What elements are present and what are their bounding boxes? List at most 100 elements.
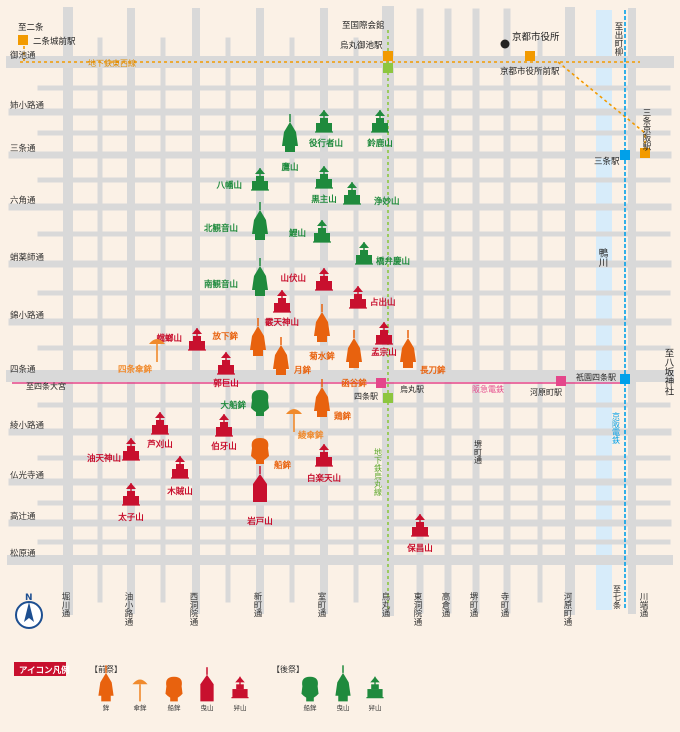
float-16[interactable]: 孟宗山 [371,322,397,358]
float-0[interactable]: 役行者山 [308,110,343,149]
float-27[interactable]: 油天神山 [87,438,140,464]
station-markers [18,35,650,403]
float-5[interactable]: 浄妙山 [343,182,400,207]
float-30[interactable]: 白楽天山 [307,444,341,484]
float-label: 鈴鹿山 [367,138,393,149]
mae_kasaboko-icon [149,339,165,362]
float-label: 船鉾 [274,460,292,471]
station-kawaramachi [556,376,566,386]
label-demachi: 至出町柳 [613,22,623,57]
float-13[interactable]: 霰天神山 [265,290,299,328]
mae_hoko-icon [400,330,416,368]
compass-label: N [25,593,33,603]
float-label: 鯉山 [289,228,306,239]
float-26[interactable]: 綾傘鉾 [286,409,324,441]
street-label-horikawa: 堀川通 [60,592,70,618]
street-label-sakaimachi: 堺町通 [468,591,478,618]
street-label-shijo: 四条通 [10,364,36,375]
float-7[interactable]: 鯉山 [289,220,331,243]
float-19[interactable]: 月鉾 [273,337,312,376]
legend-mae-label: 船鉾 [168,703,182,712]
label-keihan: 京阪電鉄 [612,411,621,445]
float-6[interactable]: 北観音山 [204,202,268,240]
float-24[interactable]: 芦刈山 [147,412,173,450]
float-14[interactable]: 蟷螂山 [156,328,206,351]
float-10[interactable]: 山伏山 [280,268,333,291]
float-31[interactable]: 岩戸山 [246,466,273,527]
legend-title: アイコン凡例 [19,665,70,676]
mae_yama-icon [188,328,206,351]
street-label-muromachi: 室町通 [316,591,326,618]
street-label-takoyakushi: 蛸薬師通 [10,252,45,263]
float-label: 伯牙山 [211,441,237,452]
mae_yama-icon [217,352,235,375]
mae_yama-icon [349,286,367,309]
float-33[interactable]: 保昌山 [406,514,433,554]
mae_yama-icon [273,290,291,313]
float-4[interactable]: 黒主山 [311,166,337,205]
label-karasuma-station: 烏丸駅 [400,384,424,394]
float-label: 鶏鉾 [334,411,352,422]
legend-title-box [14,662,66,676]
street-label-kawabata: 川端通 [638,592,648,618]
ato_hoko-icon [252,258,268,296]
mae_yama-icon [315,268,333,291]
float-21[interactable]: 長刀鉾 [400,330,446,376]
legend-mae-label: 舁山 [234,703,247,712]
float-12[interactable]: 放下鉾 [211,318,266,356]
float-22[interactable]: 大船鉾 [220,390,269,416]
legend-mae-0: 鉾 [98,665,114,712]
float-23[interactable]: 鶏鉾 [314,379,352,422]
street-label-takatsuji: 高辻通 [10,511,36,522]
legend-mae-label: 傘鉾 [134,703,148,712]
mae_hoko-icon [314,304,330,342]
float-28[interactable]: 船鉾 [251,438,292,471]
label-subway-tozai: 地下鉄東西線 [88,58,136,68]
ato_hoko-icon [252,202,268,240]
label-kawaramachi-station: 河原町駅 [530,387,562,397]
float-label: 月鉾 [293,365,312,376]
float-3[interactable]: 八幡山 [215,168,269,191]
ns-street-labels: 堀川通 油小路通 西洞院通 新町通 室町通 烏丸通 東洞院通 高倉通 堺町通 寺町通 河原町通 川端通 [60,591,648,627]
legend-mae-label: 曳山 [201,703,214,712]
mae_yama-icon [171,456,189,479]
float-label: 綾傘鉾 [298,430,324,441]
float-25[interactable]: 伯牙山 [211,414,237,452]
label-city-hall-station: 京都市役所前駅 [500,66,560,77]
street-label-higashinotoin: 東洞院通 [412,591,422,627]
station-city-hall [525,51,535,61]
label-shijo-omiya: 至四条大宮 [26,381,66,391]
float-2[interactable]: 鷹山 [281,114,299,173]
legend-ato-label: 舁山 [369,703,382,712]
station-shijo [383,393,393,403]
float-32[interactable]: 太子山 [117,483,144,523]
float-label: 橋弁慶山 [376,256,410,267]
street-label-sanjo: 三条通 [10,143,36,154]
legend-mae-4: 舁山 [231,676,249,712]
float-label: 函谷鉾 [341,378,367,389]
north-arrow-icon [24,602,34,622]
legend-ato-label: 曳山 [337,703,350,712]
street-label-karasuma: 烏丸通 [380,591,390,618]
street-label-ayanokoji: 綾小路通 [10,420,45,431]
label-kokusai: 至国際会館 [342,20,385,31]
float-8[interactable]: 橋弁慶山 [355,242,410,267]
float-17[interactable]: 四条傘鉾 [118,339,165,375]
float-1[interactable]: 鈴鹿山 [367,110,393,149]
float-15[interactable]: 菊水鉾 [309,304,335,362]
float-29[interactable]: 木賊山 [166,456,193,497]
label-shichijo: 至七条 [613,585,622,609]
float-18[interactable]: 郭巨山 [213,352,239,389]
float-11[interactable]: 占出山 [349,286,396,309]
float-label: 浄妙山 [374,196,400,207]
mae_hoko-icon [250,318,266,356]
float-20[interactable]: 函谷鉾 [341,330,367,389]
street-label-rokkaku: 六角通 [10,195,36,206]
float-9[interactable]: 南観音山 [204,258,268,296]
legend-mae-3: 曳山 [200,667,214,712]
mae_fune-icon [251,438,269,464]
ato_fune-icon [301,676,319,702]
vertical-labels: 至出町柳 三条京阪駅 鴨川 至八坂神社 京阪電鉄 地下鉄烏丸線 堺町通 至七条 [374,22,675,609]
legend-mae-2: 船鉾 [165,676,183,712]
